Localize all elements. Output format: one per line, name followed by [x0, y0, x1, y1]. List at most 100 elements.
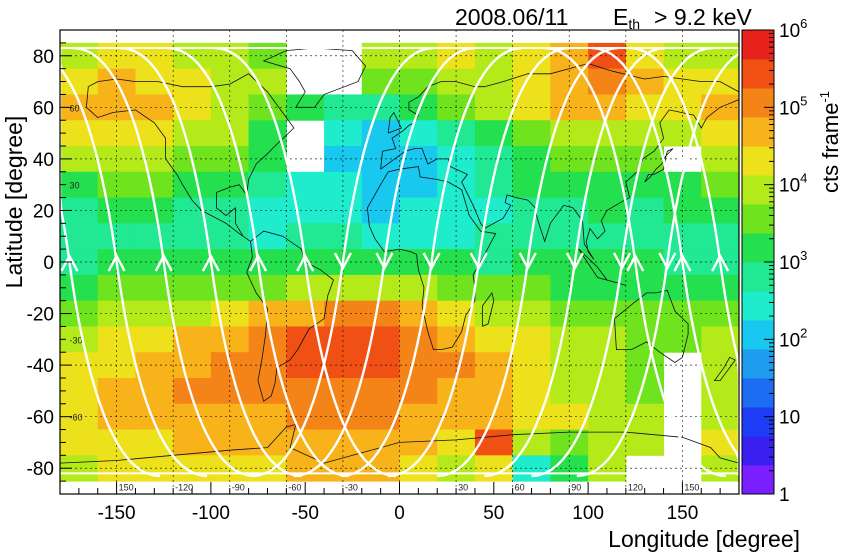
heatmap-cell: [286, 223, 325, 250]
orbit-track: [73, 46, 255, 478]
heatmap-cell: [135, 120, 174, 147]
colorbar-segment: [742, 407, 774, 437]
colorbar-tick-label: 104: [779, 171, 807, 197]
map-graticule-label: 150: [119, 482, 134, 492]
map-graticule-label: 60: [515, 482, 525, 492]
orbit-arrow-up: [201, 253, 220, 272]
y-axis-label: Latitude [degree]: [1, 116, 27, 289]
colorbar-segment: [742, 262, 774, 292]
y-tick-label: -60: [27, 408, 54, 429]
colorbar-tick-label: 106: [779, 16, 807, 42]
heatmap-cell: [588, 352, 627, 379]
heatmap-cell: [60, 378, 99, 405]
coastline-segment: [713, 356, 736, 381]
map-graticule-label: -30: [345, 482, 358, 492]
colorbar-tick-exponent: 6: [800, 16, 807, 31]
colorbar-tick-exponent: 4: [800, 171, 807, 186]
heatmap-cell: [701, 274, 740, 302]
colorbar-tick-label: 105: [779, 93, 807, 119]
heatmap-cell: [97, 120, 136, 147]
orbit-track: [437, 46, 619, 478]
colorbar-tick-base: 10: [779, 21, 800, 42]
colorbar-segment: [742, 378, 774, 408]
heatmap-cell: [135, 429, 174, 456]
heatmap-cell: [248, 274, 287, 302]
heatmap-cell: [361, 429, 400, 456]
colorbar-segment: [742, 436, 774, 466]
colorbar-segment: [742, 465, 774, 495]
orbit-arrow-down: [658, 252, 677, 271]
colorbar-tick-base: 10: [779, 98, 800, 119]
colorbar-tick-base: 10: [779, 330, 800, 351]
map-graticule-label: -60: [70, 413, 83, 423]
heatmap-cell: [361, 68, 400, 95]
colorbar-segment: [742, 30, 774, 60]
map-graticule-label: -120: [175, 482, 193, 492]
x-axis-ticks: -150 -100 -50 0 50 100 150: [59, 482, 740, 524]
colorbar-label: cts frame-1: [817, 91, 843, 193]
map-graticule-label: -90: [232, 482, 245, 492]
orbit-arrow-up: [154, 253, 173, 272]
coastline-segment: [85, 73, 295, 242]
heatmap-cell: [60, 274, 99, 302]
y-tick-label: -80: [27, 459, 54, 480]
position-marker: [676, 158, 689, 171]
orbit-track: [591, 46, 741, 476]
map-graticule-label: 150: [684, 482, 699, 492]
heatmap-cell: [173, 120, 212, 147]
heatmap-cell: [512, 171, 551, 199]
colorbar-segment: [742, 88, 774, 118]
heatmap-cell: [173, 274, 212, 302]
heatmap-cell: [437, 274, 476, 302]
y-tick-label: 20: [33, 201, 54, 222]
colorbar-tick-label: 103: [779, 248, 807, 274]
heatmap-cell: [135, 171, 174, 199]
orbit-track: [167, 46, 349, 478]
heatmap-cell: [625, 378, 665, 405]
heatmap-cell: [701, 429, 740, 456]
orbit-arrow-up: [248, 253, 268, 272]
colorbar-tick-exponent: 3: [800, 248, 807, 263]
orbit-arrow-down: [469, 252, 488, 271]
heatmap-cell: [701, 120, 740, 147]
orbit-track: [531, 46, 713, 478]
heatmap-cell: [60, 326, 99, 353]
colorbar-tick-label: 10: [779, 408, 800, 429]
y-tick-label: -40: [27, 356, 54, 377]
heatmap-cell: [512, 326, 551, 353]
heatmap-cell: [248, 171, 287, 199]
orbit-track: [252, 46, 434, 478]
heatmap-cell: [399, 171, 438, 199]
orbit-track: [576, 48, 741, 478]
map-graticule-label: 120: [628, 482, 643, 492]
colorbar-tick-base: 1: [779, 485, 790, 506]
threshold-value: > 9.2 keV: [654, 4, 752, 30]
heatmap-cell: [324, 120, 363, 147]
x-tick-label: -100: [192, 503, 230, 524]
heatmap-cell: [248, 68, 287, 95]
heatmap-cell: [173, 429, 212, 456]
heatmap-cell: [663, 274, 702, 302]
heatmap-cell: [588, 403, 627, 431]
heatmap-cell: [701, 223, 740, 250]
heatmap-cell: [474, 68, 514, 95]
map-graticule-label: -60: [288, 482, 301, 492]
heatmap-cell: [399, 120, 438, 147]
colorbar-tick-exponent: 5: [800, 93, 807, 108]
heatmap-cell: [361, 223, 400, 250]
heatmap-cell: [399, 274, 438, 302]
colorbar-segment: [742, 146, 774, 176]
heatmap-cell: [60, 171, 99, 199]
orbit-tracks: [58, 46, 741, 478]
colorbar-segment: [742, 233, 774, 263]
orbit-arrow-up: [711, 253, 730, 272]
orbit-arrow-down: [333, 252, 352, 271]
orbit-track: [120, 46, 302, 478]
orbit-arrow-up: [296, 253, 315, 272]
orbit-arrow-down: [518, 252, 537, 271]
orbit-arrow-down: [422, 252, 441, 271]
colorbar-segment: [742, 349, 774, 379]
colorbar-tick-label: 102: [779, 325, 807, 351]
heatmap-cell: [286, 274, 325, 302]
